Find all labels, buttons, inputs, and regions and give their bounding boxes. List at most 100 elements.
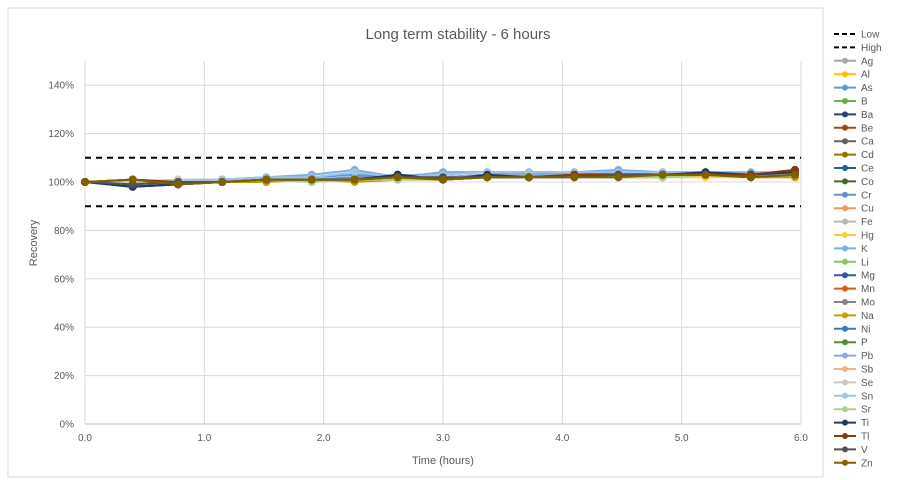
legend-label-tl: Tl	[861, 432, 869, 443]
legend-item-high: High	[834, 43, 882, 54]
legend-label-b: B	[861, 97, 868, 108]
legend-label-sb: Sb	[861, 365, 874, 376]
data-point-zn	[81, 178, 89, 186]
legend-marker-cd	[842, 151, 848, 158]
legend-label-mn: Mn	[861, 284, 875, 295]
legend-marker-v	[842, 446, 848, 453]
legend-item-sn: Sn	[834, 391, 873, 402]
legend-item-cu: Cu	[834, 204, 874, 215]
legend-item-ag: Ag	[834, 56, 873, 67]
legend-item-cr: Cr	[834, 190, 872, 201]
legend-marker-cr	[842, 191, 848, 198]
legend-item-mn: Mn	[834, 284, 875, 295]
y-tick-label: 0%	[60, 420, 75, 431]
legend-marker-mg	[842, 272, 848, 279]
legend-item-v: V	[834, 445, 868, 456]
legend-label-ti: Ti	[861, 418, 869, 429]
legend-marker-pb	[842, 352, 848, 359]
y-tick-label: 100%	[48, 178, 74, 189]
data-point-zn	[307, 175, 316, 184]
y-tick-label: 140%	[48, 81, 74, 92]
legend-label-pb: Pb	[861, 351, 874, 362]
x-tick-label: 4.0	[555, 433, 569, 444]
series-lines	[81, 165, 799, 191]
data-point-zn	[483, 173, 492, 182]
legend-marker-li	[842, 258, 848, 265]
x-tick-label: 0.0	[78, 433, 92, 444]
legend-item-mo: Mo	[834, 298, 875, 309]
legend-item-b: B	[834, 97, 868, 108]
data-point-zn	[174, 180, 183, 189]
legend-marker-ti	[842, 419, 848, 426]
legend-label-sn: Sn	[861, 391, 873, 402]
legend-item-se: Se	[834, 378, 874, 389]
legend-marker-ca	[842, 138, 848, 145]
series-zn	[81, 170, 799, 189]
legend-label-al: Al	[861, 70, 870, 81]
legend-item-k: K	[834, 244, 868, 255]
legend-marker-p	[842, 339, 848, 346]
axes: 0% 20% 40% 60% 80% 100% 120% 140% 0.0 1.0 2.0 3.0 4.…	[48, 61, 808, 444]
legend-marker-mo	[842, 299, 848, 305]
legend-marker-na	[842, 312, 848, 319]
legend-label-sr: Sr	[861, 405, 872, 416]
legend-marker-b	[842, 98, 848, 104]
legend-label-p: P	[861, 338, 868, 349]
legend-item-tl: Tl	[834, 432, 869, 443]
data-point-zn	[701, 170, 710, 179]
legend-item-as: As	[834, 83, 873, 94]
legend-item-ti: Ti	[834, 418, 869, 429]
legend-label-cu: Cu	[861, 204, 874, 215]
chart-title: Long term stability - 6 hours	[365, 26, 550, 43]
legend-label-high: High	[861, 43, 882, 54]
x-tick-label: 1.0	[197, 433, 211, 444]
legend-item-ba: Ba	[834, 110, 874, 121]
x-tick-label: 2.0	[317, 433, 331, 444]
legend-label-hg: Hg	[861, 231, 874, 242]
legend-label-mo: Mo	[861, 298, 875, 309]
y-tick-label: 20%	[54, 371, 74, 382]
data-point-zn	[262, 175, 271, 184]
y-tick-label: 80%	[54, 226, 74, 237]
legend-marker-ag	[842, 57, 848, 64]
data-point-zn	[393, 173, 402, 182]
legend-label-co: Co	[861, 177, 874, 188]
legend-item-ca: Ca	[834, 137, 874, 148]
data-point-zn	[570, 173, 579, 182]
legend-item-sr: Sr	[834, 405, 872, 416]
legend-label-v: V	[861, 445, 868, 456]
legend-label-low: Low	[861, 30, 880, 41]
legend-marker-sb	[842, 366, 848, 372]
legend-marker-mn	[842, 285, 848, 292]
data-point-zn	[658, 170, 667, 179]
data-point-zn	[128, 175, 137, 184]
legend-marker-sn	[842, 392, 848, 399]
x-tick-label: 3.0	[436, 433, 450, 444]
legend-label-zn: Zn	[861, 458, 873, 469]
legend-item-zn: Zn	[834, 458, 873, 469]
y-tick-label: 60%	[54, 274, 74, 285]
legend-item-al: Al	[834, 70, 870, 81]
legend-label-mg: Mg	[861, 271, 875, 282]
legend-marker-co	[842, 178, 848, 185]
legend-label-ba: Ba	[861, 110, 874, 121]
legend-item-fe: Fe	[834, 217, 873, 228]
legend-item-ni: Ni	[834, 324, 870, 335]
legend-label-ni: Ni	[861, 324, 870, 335]
legend-item-be: Be	[834, 123, 874, 134]
legend-label-ag: Ag	[861, 56, 873, 67]
legend-item-co: Co	[834, 177, 874, 188]
y-tick-label: 120%	[48, 129, 74, 140]
limit-lines	[85, 156, 801, 208]
data-point-zn	[218, 178, 227, 186]
legend-label-cr: Cr	[861, 190, 872, 201]
legend-marker-zn	[842, 459, 848, 466]
data-point-zn	[791, 170, 799, 179]
legend-marker-tl	[842, 433, 848, 439]
legend-label-fe: Fe	[861, 217, 873, 228]
x-axis-label: Time (hours)	[412, 455, 474, 467]
legend-marker-ce	[842, 165, 848, 171]
legend-label-na: Na	[861, 311, 874, 322]
legend-marker-be	[842, 124, 848, 131]
